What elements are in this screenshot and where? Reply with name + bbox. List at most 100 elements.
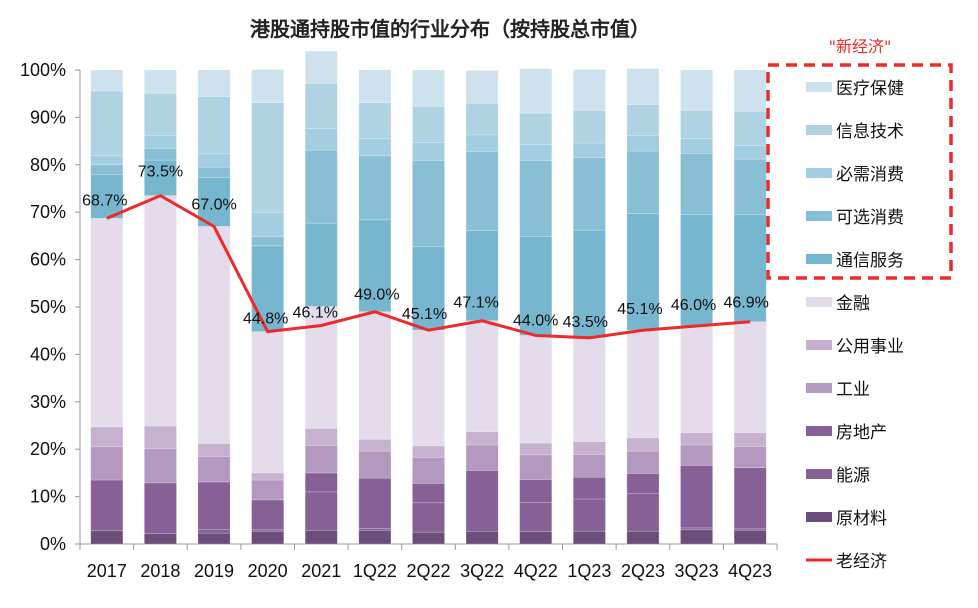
bar-segment <box>358 102 392 140</box>
bar-segment <box>144 92 177 136</box>
bar-segment <box>519 335 553 444</box>
bar-segment <box>197 69 231 97</box>
bar-stack <box>412 69 445 545</box>
data-label: 44.0% <box>513 312 558 329</box>
bar-segment <box>733 467 767 530</box>
bar-segment <box>358 477 392 529</box>
bar-segment <box>626 104 660 136</box>
bar-segment <box>465 444 499 471</box>
bar-segment <box>733 432 767 447</box>
bar-segment <box>90 155 124 166</box>
bar-segment <box>90 218 124 428</box>
bar-segment <box>304 428 338 446</box>
bar-segment <box>519 531 553 545</box>
bar-segment <box>412 483 445 504</box>
bar-segment <box>144 195 177 427</box>
bar-segment <box>251 499 285 531</box>
bar-segment <box>465 470 499 532</box>
bar-segment <box>358 155 392 221</box>
bar-segment <box>90 90 124 157</box>
bar-segment <box>90 530 124 545</box>
legend-label: 可选消费 <box>836 208 904 228</box>
legend-label: 能源 <box>836 466 870 486</box>
bar-segment <box>197 96 231 155</box>
data-label: 45.1% <box>402 306 447 323</box>
bar-stack <box>304 50 338 545</box>
x-tick-label: 2021 <box>301 561 341 581</box>
bar-segment <box>572 476 606 500</box>
bar-segment <box>197 532 231 545</box>
bar-segment <box>144 425 177 450</box>
bar-segment <box>519 442 553 456</box>
bar-stack <box>680 69 713 545</box>
data-label: 44.8% <box>243 311 288 328</box>
bar-segment <box>197 226 231 444</box>
legend-item: 房地产 <box>806 423 887 443</box>
legend-swatch <box>806 254 832 264</box>
bar-segment <box>412 160 445 248</box>
bar-segment <box>197 443 231 457</box>
y-tick-label: 60% <box>30 250 66 270</box>
bar-segment <box>251 530 285 545</box>
legend-item: 能源 <box>806 466 870 486</box>
x-tick-label: 1Q22 <box>353 561 397 581</box>
bar-segment <box>251 331 285 474</box>
bar-segment <box>412 142 445 161</box>
legend-label: 老经济 <box>836 552 887 572</box>
bar-segment <box>251 102 285 213</box>
legend-label: 医疗保健 <box>836 79 904 99</box>
bar-segment <box>144 135 177 149</box>
bar-segment <box>519 68 553 114</box>
line-series <box>106 193 751 340</box>
bar-segment <box>197 177 231 227</box>
bar-segment <box>251 479 285 501</box>
bar-segment <box>465 134 499 152</box>
bar-segment <box>626 450 660 474</box>
bar-stack <box>358 69 392 545</box>
x-tick-label: 2019 <box>194 561 234 581</box>
legend-label: 金融 <box>836 294 870 314</box>
bar-segment <box>90 479 124 532</box>
legend-item: 信息技术 <box>806 122 904 142</box>
data-label: 43.5% <box>563 314 608 331</box>
bar-segment <box>626 68 660 105</box>
bar-segment <box>680 109 713 140</box>
bar-segment <box>465 530 499 545</box>
y-tick-label: 0% <box>40 534 66 554</box>
bar-segment <box>519 144 553 161</box>
bar-segment <box>358 438 392 452</box>
data-label: 49.0% <box>354 287 399 304</box>
legend-swatch <box>806 512 832 522</box>
bar-segment <box>626 213 660 331</box>
bar-segment <box>733 145 767 160</box>
y-tick-label: 90% <box>30 107 66 127</box>
legend-swatch <box>806 469 832 479</box>
bar-segment <box>412 502 445 533</box>
bar-segment <box>144 69 177 94</box>
legend-swatch <box>806 426 832 436</box>
bar-segment <box>733 529 767 545</box>
bar-segment <box>680 214 713 327</box>
axes: 0% 10% 20% 30% 40% 50% 60% 70% 80% 90% 100% 2017 201… <box>20 60 778 581</box>
legend-item: 公用事业 <box>806 337 904 357</box>
bar-segment <box>304 445 338 474</box>
bar-segment <box>465 102 499 136</box>
bar-segment <box>572 530 606 545</box>
bar-segment <box>412 69 445 107</box>
bar-segment <box>680 325 713 433</box>
bar-stack <box>519 68 553 545</box>
bar-stack <box>251 69 285 545</box>
bar-segment <box>144 147 177 161</box>
bar-segment <box>519 160 553 237</box>
new-economy-box <box>766 63 953 280</box>
bar-segment <box>519 501 553 532</box>
bar-segment <box>304 149 338 224</box>
y-tick-label: 80% <box>30 155 66 175</box>
bar-segment <box>251 69 285 104</box>
chart-title: 港股通持股市值的行业分布（按持股总市值） <box>250 17 650 41</box>
data-label: 46.9% <box>724 295 769 312</box>
x-tick-label: 3Q23 <box>675 561 719 581</box>
bar-segment <box>733 321 767 433</box>
bar-segment <box>572 157 606 231</box>
bar-segment <box>572 441 606 455</box>
